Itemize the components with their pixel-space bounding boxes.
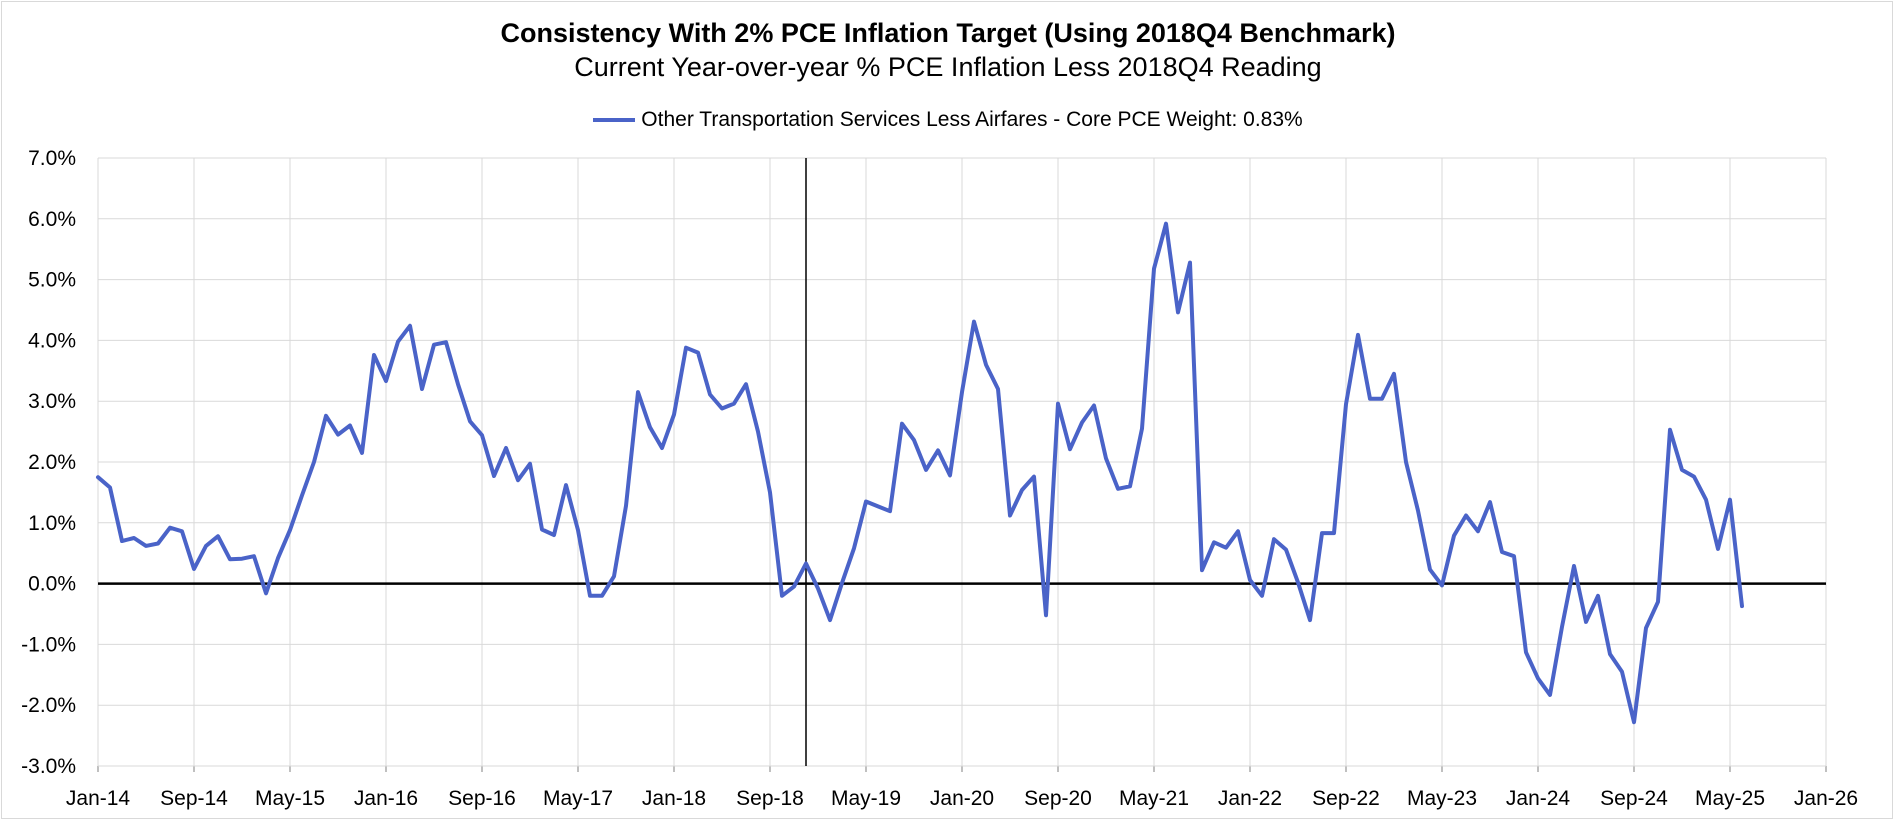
x-tick-label: Jan-18 [642,787,706,810]
x-tick-label: Jan-22 [1218,787,1282,810]
x-tick-label: Jan-24 [1506,787,1571,810]
y-tick-label: 4.0% [28,329,76,352]
y-tick-label: 0.0% [28,573,76,596]
y-tick-label: -1.0% [21,633,76,656]
x-tick-label: Jan-14 [66,787,131,810]
legend-swatch [593,118,636,122]
x-tick-label: Sep-22 [1312,787,1380,810]
x-tick-label: Jan-20 [930,787,994,810]
y-tick-label: 7.0% [28,147,76,170]
x-tick-label: Jan-16 [354,787,418,810]
x-tick-label: Sep-16 [448,787,516,810]
y-tick-label: -2.0% [21,694,76,717]
x-tick-label: May-17 [543,787,613,810]
x-tick-label: Sep-18 [736,787,804,810]
x-tick-label: May-15 [255,787,325,810]
legend-label: Other Transportation Services Less Airfa… [641,108,1303,131]
x-tick-label: Sep-24 [1600,787,1668,810]
y-tick-label: 2.0% [28,451,76,474]
y-tick-label: 6.0% [28,208,76,231]
x-tick-label: Sep-20 [1024,787,1092,810]
y-tick-label: 5.0% [28,269,76,292]
x-tick-label: May-21 [1119,787,1189,810]
y-tick-label: -3.0% [21,755,76,778]
x-tick-label: May-23 [1407,787,1477,810]
y-tick-label: 1.0% [28,512,76,535]
chart-subtitle: Current Year-over-year % PCE Inflation L… [574,52,1322,82]
chart-legend: Other Transportation Services Less Airfa… [0,108,1896,132]
x-tick-label: Sep-14 [160,787,228,810]
y-tick-label: 3.0% [28,390,76,413]
x-tick-label: May-19 [831,787,901,810]
chart-title: Consistency With 2% PCE Inflation Target… [500,18,1396,48]
x-tick-label: Jan-26 [1794,787,1858,810]
x-tick-label: May-25 [1695,787,1765,810]
series-line [96,221,1744,725]
